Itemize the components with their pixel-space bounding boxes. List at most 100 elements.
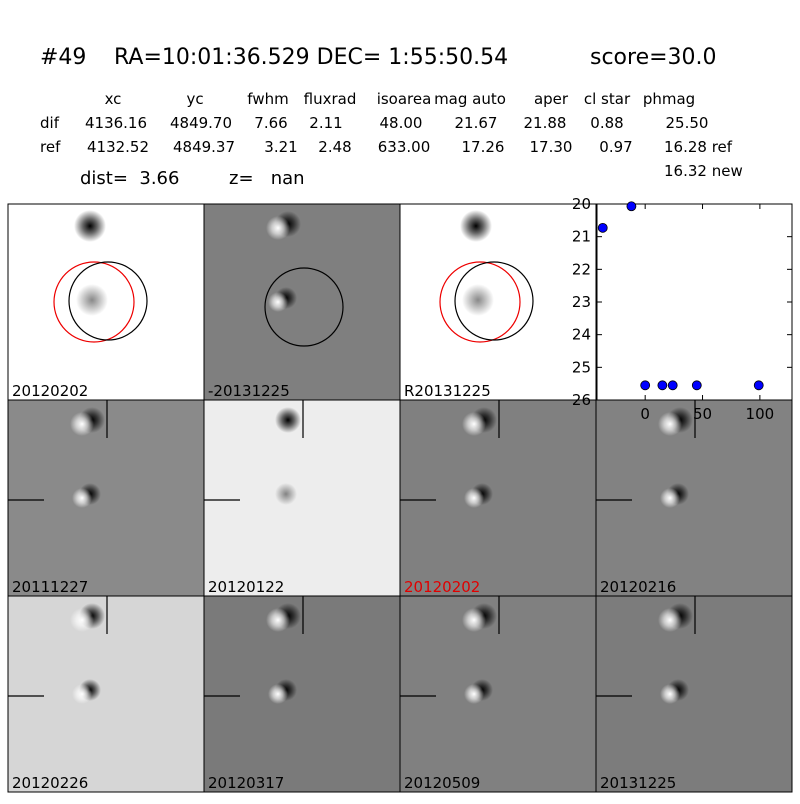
y-tick-label: 26	[572, 391, 591, 409]
source-blob	[462, 412, 486, 436]
table-cell: 17.26	[462, 138, 505, 156]
y-tick-label: 23	[572, 293, 591, 311]
row-label: dif	[40, 114, 60, 132]
source-blob	[460, 210, 492, 242]
coordinates: RA=10:01:36.529 DEC= 1:55:50.54	[114, 45, 508, 70]
panel-label: 20120317	[208, 774, 284, 792]
light-curve: 20 21 22 23 24 25 26 0 50 100	[572, 195, 793, 423]
panel-label: 20120216	[600, 578, 676, 596]
aperture	[454, 261, 534, 341]
panel-label: -20131225	[208, 382, 290, 400]
image-panel	[203, 399, 401, 597]
row-label: ref	[40, 138, 61, 156]
header: #49 RA=10:01:36.529 DEC= 1:55:50.54 scor…	[40, 45, 743, 189]
image-panel	[399, 595, 597, 793]
panel-label: 20131225	[600, 774, 676, 792]
data-point	[753, 380, 764, 391]
image-panel	[399, 203, 597, 401]
data-point	[597, 222, 608, 233]
table-cell: 48.00	[380, 114, 423, 132]
source-blob	[658, 608, 682, 632]
source-blob	[275, 483, 297, 505]
source-blob	[658, 412, 682, 436]
phmag-new: 16.32 new	[664, 162, 743, 180]
source-blob	[275, 407, 301, 433]
score: score=30.0	[590, 45, 717, 70]
aperture-ref	[439, 261, 521, 343]
panel-label: 20120226	[12, 774, 88, 792]
table-cell: 2.48	[318, 138, 351, 156]
aperture-ref	[53, 261, 135, 343]
table-cell: 25.50	[666, 114, 709, 132]
column-header: cl star	[584, 90, 631, 108]
source-blob	[660, 684, 680, 704]
image-panel	[203, 595, 401, 793]
table-cell: 3.21	[264, 138, 297, 156]
image-panel	[595, 399, 793, 597]
x-tick-label: 50	[693, 405, 712, 423]
table-cell: 21.67	[455, 114, 498, 132]
panel-label: 20120202	[12, 382, 88, 400]
y-tick-label: 24	[572, 326, 591, 344]
panel-label: 20120122	[208, 578, 284, 596]
source-blob	[268, 684, 288, 704]
source-blob	[462, 608, 486, 632]
table-cell: 4849.70	[170, 114, 232, 132]
source-blob	[72, 684, 92, 704]
column-header: phmag	[643, 90, 695, 108]
image-panel	[595, 595, 793, 793]
source-blob	[70, 412, 94, 436]
table-cell: 0.88	[590, 114, 623, 132]
aperture	[264, 267, 344, 347]
source-blob	[72, 488, 92, 508]
table-cell: 0.97	[599, 138, 632, 156]
y-tick-label: 25	[572, 358, 591, 376]
column-header: aper	[534, 90, 569, 108]
y-tick-label: 21	[572, 228, 591, 246]
source-blob	[660, 488, 680, 508]
plot-area	[596, 203, 793, 401]
data-point	[667, 380, 678, 391]
column-header: yc	[186, 90, 203, 108]
y-tick-label: 20	[572, 195, 591, 213]
source-blob	[268, 292, 288, 312]
image-panel	[7, 399, 205, 597]
source-blob	[76, 284, 108, 316]
source-blob	[464, 684, 484, 704]
aperture	[68, 261, 148, 341]
source-blob	[70, 608, 94, 632]
panel-label: 20120202	[404, 578, 480, 596]
panel-label: R20131225	[404, 382, 491, 400]
source-blob	[74, 210, 106, 242]
column-header: xc	[105, 90, 122, 108]
image-panel	[7, 595, 205, 793]
source-blob	[266, 608, 290, 632]
column-header: fwhm	[247, 90, 288, 108]
table-cell: 4136.16	[85, 114, 147, 132]
column-header: fluxrad	[304, 90, 357, 108]
table-cell: 633.00	[378, 138, 431, 156]
table-cell: 17.30	[530, 138, 573, 156]
source-blob	[462, 284, 494, 316]
table-cell: 4849.37	[173, 138, 235, 156]
z: z= nan	[229, 168, 305, 189]
data-point	[691, 380, 702, 391]
panel-label: 20120509	[404, 774, 480, 792]
source-blob	[464, 488, 484, 508]
table-cell: 7.66	[254, 114, 287, 132]
source-blob	[266, 216, 290, 240]
column-header: isoarea	[377, 90, 432, 108]
dist: dist= 3.66	[80, 168, 179, 189]
panel-label: 20111227	[12, 578, 88, 596]
x-tick-label: 0	[640, 405, 650, 423]
table-cell: 2.11	[309, 114, 342, 132]
x-tick-label: 100	[746, 405, 775, 423]
data-point	[626, 201, 637, 212]
panel-labels: 20120202 -20131225 R20131225 20111227 201201…	[12, 382, 676, 792]
panels	[7, 203, 793, 793]
image-panel	[203, 203, 401, 401]
table-cell: 4132.52	[87, 138, 149, 156]
data-point	[657, 380, 668, 391]
table-cell: 21.88	[524, 114, 567, 132]
